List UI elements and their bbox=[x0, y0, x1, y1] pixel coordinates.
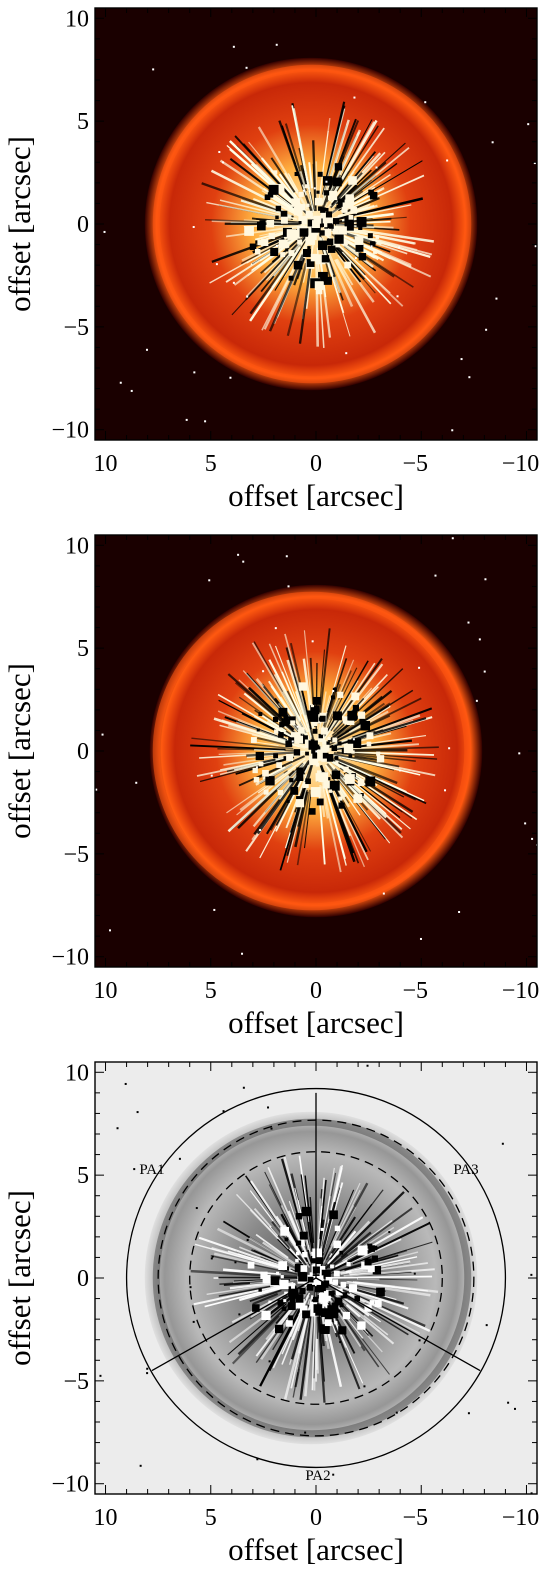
x-tick-labels-2: 10 5 0 −5 −10 bbox=[94, 978, 540, 1004]
x-axis-title: offset [arcsec] bbox=[228, 478, 404, 513]
x-tick-labels-1: 10 5 0 −5 −10 bbox=[94, 451, 540, 477]
x-tick-label: −10 bbox=[502, 978, 540, 1004]
sector-label-pa3: PA3 bbox=[453, 1162, 478, 1178]
y-tick-label: −5 bbox=[63, 315, 89, 341]
y-tick-labels-3: 10 5 0 −5 −10 bbox=[51, 1060, 89, 1497]
field-stars bbox=[103, 43, 537, 432]
y-tick-label: 0 bbox=[77, 1266, 89, 1292]
y-tick-label: 10 bbox=[65, 1060, 89, 1086]
psf-residual-streaks bbox=[190, 628, 439, 873]
x-tick-label: 5 bbox=[205, 978, 217, 1004]
y-tick-label: 10 bbox=[65, 533, 89, 559]
x-tick-label: −5 bbox=[402, 1505, 428, 1531]
image-2 bbox=[95, 535, 537, 967]
field-stars bbox=[99, 1064, 533, 1494]
x-axis-title: offset [arcsec] bbox=[228, 1532, 404, 1567]
frame-1 bbox=[94, 7, 538, 441]
y-tick-labels-1: 10 5 0 −5 −10 bbox=[51, 6, 89, 443]
y-tick-label: −5 bbox=[63, 842, 89, 868]
x-axis-title: offset [arcsec] bbox=[228, 1005, 404, 1040]
y-tick-label: 0 bbox=[77, 212, 89, 238]
psf-residual-streaks bbox=[201, 101, 435, 348]
y-tick-label: −10 bbox=[51, 1472, 89, 1498]
y-tick-label: −10 bbox=[51, 418, 89, 444]
x-tick-label: 5 bbox=[205, 1505, 217, 1531]
y-axis-title: offset [arcsec] bbox=[2, 663, 37, 839]
panel-3: PA1 PA2 PA3 10 5 0 −5 −10 10 5 0 −5 −10 … bbox=[2, 1060, 540, 1567]
y-axis-title: offset [arcsec] bbox=[2, 136, 37, 312]
x-tick-label: 10 bbox=[94, 1505, 118, 1531]
x-tick-label: −5 bbox=[402, 451, 428, 477]
x-tick-label: −5 bbox=[402, 978, 428, 1004]
y-axis-title: offset [arcsec] bbox=[2, 1190, 37, 1366]
x-tick-label: 0 bbox=[310, 1505, 322, 1531]
y-tick-label: 0 bbox=[77, 739, 89, 765]
x-tick-label: 0 bbox=[310, 451, 322, 477]
y-tick-label: 5 bbox=[77, 109, 89, 135]
y-tick-label: 10 bbox=[65, 6, 89, 32]
y-tick-label: 5 bbox=[77, 1163, 89, 1189]
frame-3 bbox=[94, 1061, 538, 1495]
sector-label-pa1: PA1 bbox=[139, 1162, 164, 1178]
x-tick-labels-3: 10 5 0 −5 −10 bbox=[94, 1505, 540, 1531]
sector-label-pa2: PA2 bbox=[305, 1468, 330, 1484]
x-tick-label: −10 bbox=[502, 1505, 540, 1531]
sector-divider bbox=[315, 1277, 481, 1372]
psf-residual-streaks bbox=[190, 1155, 439, 1403]
panel-2: 10 5 0 −5 −10 10 5 0 −5 −10 offset [arcs… bbox=[2, 533, 540, 1040]
x-tick-label: 0 bbox=[310, 978, 322, 1004]
y-tick-label: −5 bbox=[63, 1369, 89, 1395]
x-tick-label: 5 bbox=[205, 451, 217, 477]
outer-circle bbox=[125, 1087, 507, 1469]
y-tick-labels-2: 10 5 0 −5 −10 bbox=[51, 533, 89, 970]
overlay-3 bbox=[125, 1087, 507, 1469]
sector-divider bbox=[151, 1277, 317, 1372]
x-tick-label: 10 bbox=[94, 451, 118, 477]
y-tick-label: −10 bbox=[51, 945, 89, 971]
y-tick-label: 5 bbox=[77, 636, 89, 662]
field-stars bbox=[95, 537, 537, 955]
panel-1: 10 5 0 −5 −10 10 5 0 −5 −10 offset [arcs… bbox=[2, 6, 540, 513]
dashed-circle bbox=[189, 1151, 443, 1405]
frame-2 bbox=[94, 534, 538, 968]
x-tick-label: 10 bbox=[94, 978, 118, 1004]
x-tick-label: −10 bbox=[502, 451, 540, 477]
image-1 bbox=[95, 8, 537, 440]
